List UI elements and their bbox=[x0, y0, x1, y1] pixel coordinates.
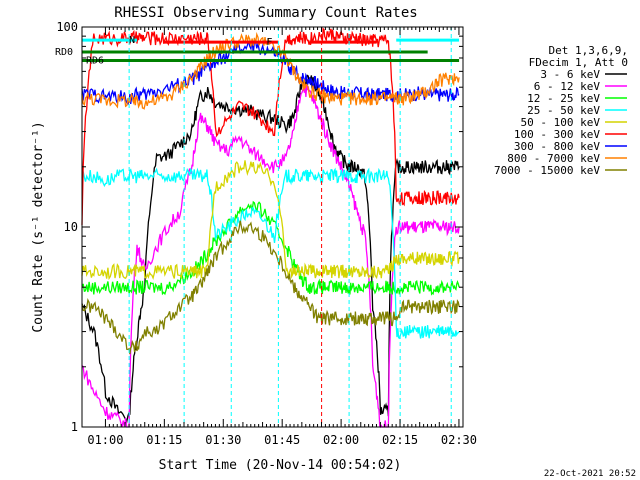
series-line-25-50keV bbox=[81, 167, 460, 340]
legend-entry-label: 800 - 7000 keV bbox=[507, 152, 600, 165]
legend-header: Det 1,3,6,9, bbox=[549, 44, 628, 57]
series-layer bbox=[81, 27, 460, 429]
footer-timestamp: 22-Oct-2021 20:52 bbox=[544, 469, 636, 479]
legend-entry-label: 300 - 800 keV bbox=[514, 140, 600, 153]
x-tick-label: 02:00 bbox=[323, 433, 359, 447]
series-line-800-7000keV bbox=[81, 31, 460, 110]
legend-header: FDecim 1, Att 0 bbox=[529, 56, 628, 69]
x-tick-label: 01:15 bbox=[146, 433, 182, 447]
series-line-7000-15000keV bbox=[81, 220, 460, 355]
x-tick-label: 01:30 bbox=[205, 433, 241, 447]
legend-entry-label: 100 - 300 keV bbox=[514, 128, 600, 141]
series-line-300-800keV bbox=[81, 40, 460, 105]
legend-entry-label: 12 - 25 keV bbox=[527, 92, 600, 105]
series-line-100-300keV bbox=[81, 27, 460, 226]
legend-entry-label: 25 - 50 keV bbox=[527, 104, 600, 117]
x-tick-label: 01:45 bbox=[264, 433, 300, 447]
flag-label-rd6: RD6 bbox=[86, 55, 104, 66]
series-line-50-100keV bbox=[81, 160, 460, 281]
flag-label-n: N bbox=[129, 35, 135, 46]
flag-layer: N F RD0 RD6 bbox=[55, 35, 460, 66]
legend-entry-label: 7000 - 15000 keV bbox=[494, 164, 600, 177]
legend-entry-label: 50 - 100 keV bbox=[521, 116, 601, 129]
series-line-6-12keV bbox=[81, 85, 460, 429]
x-axis-label: Start Time (20-Nov-14 00:54:02) bbox=[159, 458, 402, 473]
series-line-12-25keV bbox=[81, 200, 460, 296]
flag-label-rd0: RD0 bbox=[55, 47, 73, 58]
legend-entry-label: 6 - 12 keV bbox=[534, 80, 601, 93]
x-tick-label: 01:00 bbox=[87, 433, 123, 447]
y-tick-label: 100 bbox=[56, 20, 78, 34]
series-line-3-6keV bbox=[81, 74, 460, 424]
x-tick-label: 02:15 bbox=[382, 433, 418, 447]
axis-layer: 01:00 01:15 01:30 01:45 02:00 02:15 02:30 1 10 10… bbox=[56, 20, 477, 447]
legend-entry-label: 3 - 6 keV bbox=[540, 68, 600, 81]
y-tick-label: 1 bbox=[71, 420, 78, 434]
x-tick-label: 02:30 bbox=[441, 433, 477, 447]
y-axis-label: Count Rate (s⁻¹ detector⁻¹) bbox=[31, 121, 46, 332]
flag-label-f: F bbox=[266, 37, 272, 48]
chart-title: RHESSI Observing Summary Count Rates bbox=[114, 5, 417, 21]
vline-layer bbox=[128, 27, 452, 427]
y-tick-label: 10 bbox=[64, 220, 78, 234]
